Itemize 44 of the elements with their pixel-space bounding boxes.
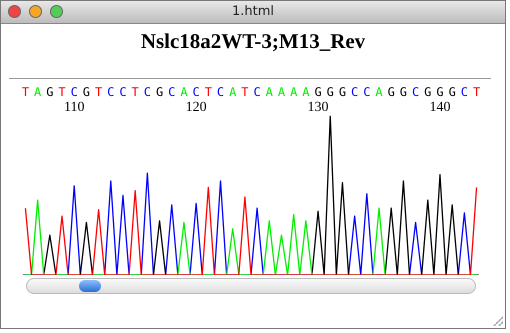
text: T [472,85,480,100]
text: C [168,85,176,100]
text: C [460,85,468,100]
text: C [70,85,78,100]
text: T [22,85,30,100]
text: G [314,85,322,100]
text: G [156,85,164,100]
text: T [241,85,249,100]
text: A [180,85,188,100]
x-tick-label: 110 [64,100,84,116]
x-tick-label: 140 [429,100,450,116]
text: G [436,85,444,100]
text: A [229,85,238,100]
text: G [46,85,54,100]
text: C [192,85,200,100]
text: A [375,85,384,100]
text: A [302,85,310,100]
text: C [216,85,224,100]
text: A [290,85,298,100]
text: C [144,85,151,100]
text: G [338,85,346,100]
text: T [94,85,102,100]
text: A [34,85,42,100]
text: A [278,85,286,100]
text: G [400,85,408,100]
text: 1.html [232,4,274,19]
text: T [204,85,212,100]
text: T [132,85,139,100]
text: G [424,85,432,100]
text: T [58,85,66,100]
text: G [448,85,456,100]
chart-title: Nslc18a2WT-3;M13_Rev [140,29,366,54]
x-tick-label: 130 [308,100,329,116]
text: C [363,85,370,100]
text: C [119,85,127,100]
x-tick-label: 120 [186,100,207,116]
text: C [253,85,261,100]
text: G [326,85,334,100]
text: G [82,85,90,100]
text: G [388,85,395,100]
text: A [266,85,274,100]
text: C [351,85,358,100]
text: C [107,85,114,100]
text: C [412,85,420,100]
